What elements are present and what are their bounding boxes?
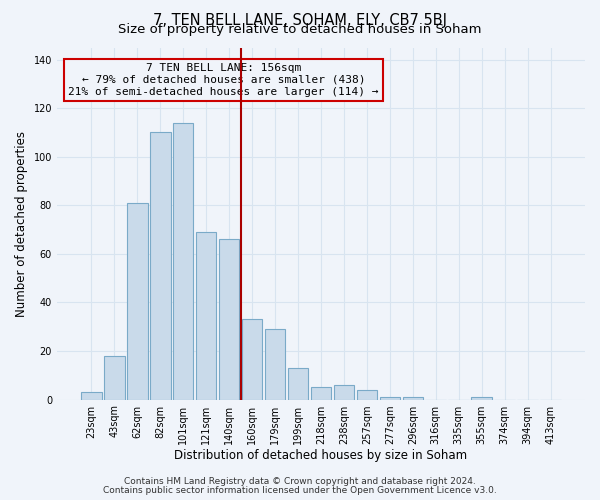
Text: Contains HM Land Registry data © Crown copyright and database right 2024.: Contains HM Land Registry data © Crown c… [124, 477, 476, 486]
Bar [403, 397, 423, 400]
Bar [81, 392, 101, 400]
Y-axis label: Number of detached properties: Number of detached properties [15, 130, 28, 316]
Bar [127, 203, 148, 400]
Text: Contains public sector information licensed under the Open Government Licence v3: Contains public sector information licen… [103, 486, 497, 495]
Bar [380, 397, 400, 400]
Bar [334, 385, 354, 400]
Bar [150, 132, 170, 400]
Bar [311, 388, 331, 400]
Bar [242, 320, 262, 400]
Bar [265, 329, 286, 400]
Text: 7, TEN BELL LANE, SOHAM, ELY, CB7 5BJ: 7, TEN BELL LANE, SOHAM, ELY, CB7 5BJ [153, 12, 447, 28]
Bar [287, 368, 308, 400]
X-axis label: Distribution of detached houses by size in Soham: Distribution of detached houses by size … [175, 450, 467, 462]
Bar [472, 397, 492, 400]
Text: Size of property relative to detached houses in Soham: Size of property relative to detached ho… [118, 22, 482, 36]
Bar [219, 240, 239, 400]
Bar [104, 356, 125, 400]
Bar [196, 232, 217, 400]
Bar [173, 123, 193, 400]
Text: 7 TEN BELL LANE: 156sqm
← 79% of detached houses are smaller (438)
21% of semi-d: 7 TEN BELL LANE: 156sqm ← 79% of detache… [68, 64, 379, 96]
Bar [356, 390, 377, 400]
